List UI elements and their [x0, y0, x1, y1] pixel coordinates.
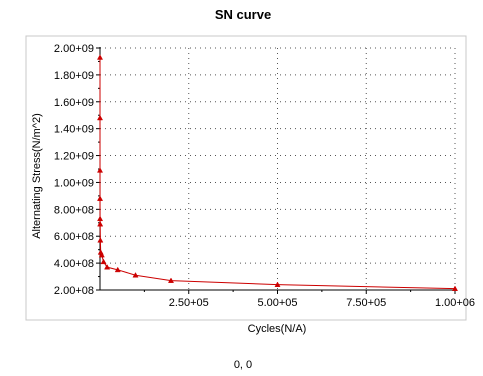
data-point — [97, 215, 104, 222]
data-point — [97, 195, 104, 201]
data-point — [96, 114, 104, 121]
data-point — [96, 167, 104, 173]
y-tick-label: 4.00+08 — [54, 258, 94, 270]
y-tick-label: 2.00+08 — [54, 285, 94, 297]
y-tick-label: 1.60+09 — [54, 97, 94, 109]
data-point — [96, 54, 104, 60]
grid-lines — [100, 47, 456, 290]
series — [96, 54, 459, 291]
y-tick-label: 8.00+08 — [54, 204, 94, 216]
data-point — [132, 272, 139, 278]
data-point — [167, 277, 175, 283]
y-tick-label: 1.00+09 — [54, 177, 94, 189]
x-tick-label: 2.50+05 — [169, 297, 209, 309]
plot-frame — [25, 35, 467, 321]
y-tick-label: 6.00+08 — [54, 231, 94, 243]
x-tick-label: 5.00+05 — [257, 297, 297, 309]
tick-labels: 2.00+08 4.00+08 6.00+08 8.00+08 1.00+09 1.20+… — [54, 43, 475, 309]
y-tick-label: 1.20+09 — [54, 151, 94, 163]
chart-title: SN curve — [215, 7, 271, 22]
data-point — [114, 266, 121, 273]
data-point — [451, 285, 459, 291]
data-point — [274, 281, 281, 287]
data-point — [98, 251, 105, 258]
y-tick-label: 2.00+09 — [54, 43, 94, 55]
data-point — [104, 264, 111, 270]
y-tick-label: 1.40+09 — [54, 124, 94, 136]
y-tick-label: 1.80+09 — [54, 70, 94, 82]
x-axis-title: Cycles(N/A) — [248, 323, 307, 335]
x-tick-label: 1.00+06 — [435, 297, 475, 309]
cursor-coordinates: 0, 0 — [234, 359, 252, 371]
x-tick-label: 7.50+05 — [346, 297, 386, 309]
y-axis-title: Alternating Stress(N/m^2) — [31, 113, 43, 239]
data-point — [100, 258, 107, 265]
data-point — [97, 237, 104, 243]
data-point — [97, 221, 104, 227]
